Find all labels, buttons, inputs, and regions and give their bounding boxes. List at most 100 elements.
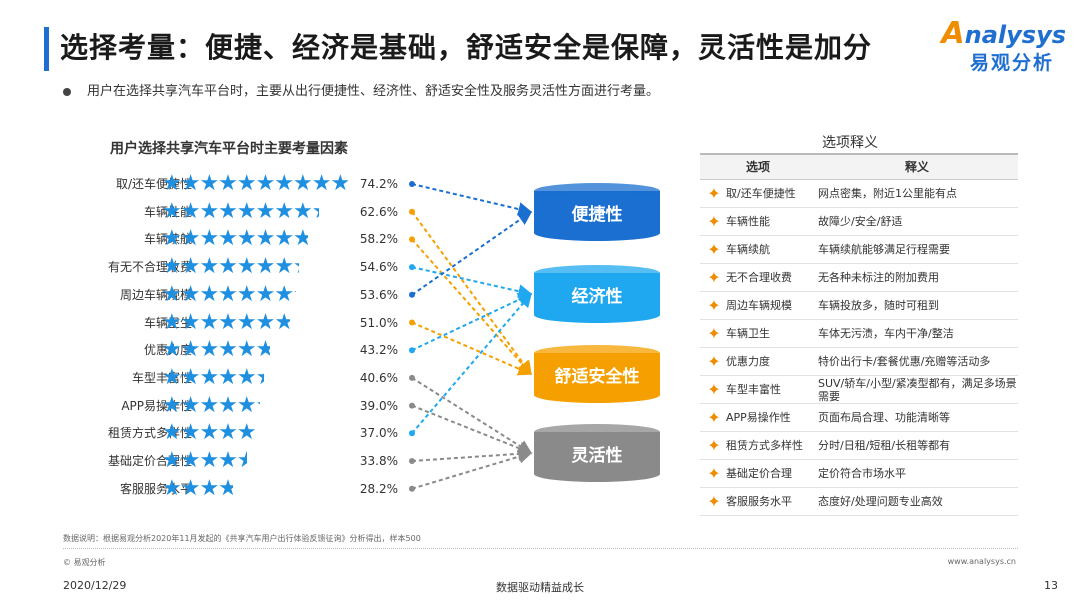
page-number: 13 [1044, 579, 1058, 592]
table-option-text: 车辆续航 [726, 243, 770, 256]
chart-value-label: 40.6% [359, 370, 398, 385]
chart-category-label: 车辆续航 [143, 232, 192, 247]
chart-row: 有无不合理收费★★★★★★★★★★★★★★ 54.6% [40, 255, 420, 279]
cylinder-shape [534, 424, 660, 482]
logo-cn-text: 易观分析 [969, 52, 1054, 74]
table-row: ✦ 周边车辆规模 车辆投放多，随时可租到 [700, 292, 1018, 320]
table-option-text: 租赁方式多样性 [726, 439, 803, 452]
table-row: ✦ 优惠力度 特价出行卡/套餐优惠/充赠等活动多 [700, 348, 1018, 376]
title-accent-bar [44, 27, 49, 71]
cylinder-shape [534, 265, 660, 323]
mapping-arrow [411, 266, 533, 299]
chart-bar: ★★★★★★★★★★★★★★ [162, 200, 319, 223]
chart-bar: ★★★★★★★★★★★★★★ [162, 311, 290, 334]
mapping-arrow [411, 321, 533, 376]
chart-row: 车辆卫生★★★★★★★★★★★★★★ 51.0% [40, 311, 420, 335]
chart-value-label: 74.2% [359, 177, 398, 191]
table-option-text: 无不合理收费 [726, 271, 792, 284]
mapping-arrow [411, 211, 532, 376]
table-desc-cell: SUV/轿车/小型/紧凑型都有，满足多场景需要 [818, 376, 1017, 403]
table-desc-cell: 特价出行卡/套餐优惠/充赠等活动多 [818, 355, 991, 368]
chart-bar: ★★★★★★★★★★★★★★ [162, 450, 247, 472]
bullet-icon [63, 87, 71, 96]
category-cylinder: 便捷性 [534, 183, 660, 241]
category-label: 灵活性 [571, 446, 623, 466]
sparkle-icon: ✦ [707, 492, 721, 511]
table-row: ✦ 租赁方式多样性 分时/日租/短租/长租等都有 [700, 432, 1018, 460]
chart-row: 客服服务水平★★★★★★★★★★★★★★ 28.2% [40, 477, 420, 501]
table-option-text: 优惠力度 [726, 355, 770, 368]
sparkle-icon: ✦ [707, 240, 721, 259]
table-row: ✦ 车辆卫生 车体无污渍，车内干净/整洁 [700, 320, 1018, 348]
chart-row: 租赁方式多样性★★★★★★★★★★★★★★ 37.0% [40, 421, 420, 445]
sparkle-icon: ✦ [707, 380, 721, 399]
report-date: 2020/12/29 [63, 579, 127, 592]
table-desc-cell: 车辆投放多，随时可租到 [818, 299, 939, 312]
chart-value-label: 51.0% [359, 315, 398, 330]
table-option-cell: ✦ 周边车辆规模 [700, 292, 816, 319]
table-option-cell: ✦ 取/还车便捷性 [700, 180, 816, 207]
sparkle-icon: ✦ [707, 408, 721, 427]
table-header-option: 选项 [745, 160, 770, 174]
cylinder-shape [534, 345, 660, 403]
sparkle-icon: ✦ [707, 324, 721, 343]
sparkle-icon: ✦ [707, 436, 721, 455]
table-desc-cell: 定价符合市场水平 [818, 467, 906, 480]
mapping-arrow [411, 404, 533, 455]
sparkle-icon: ✦ [707, 352, 721, 371]
chart-category-label: 取/还车便捷性 [115, 177, 192, 191]
chart-category-label: 优惠力度 [143, 343, 192, 358]
mapping-arrow [411, 183, 533, 216]
table-option-cell: ✦ 车辆续航 [700, 236, 816, 263]
page-subtitle: 用户在选择共享汽车平台时，主要从出行便捷性、经济性、舒适安全性及服务灵活性方面进… [63, 80, 659, 99]
category-label: 舒适安全性 [554, 367, 640, 387]
table-header-desc: 释义 [904, 160, 929, 174]
copyright: © 易观分析 [63, 558, 106, 567]
table-option-text: 客服服务水平 [726, 495, 792, 508]
table-row: ✦ APP易操作性 页面布局合理、功能清晰等 [700, 404, 1018, 432]
chart-bar: ★★★★★★★★★★★★★★ [162, 366, 264, 389]
chart-value-label: 33.8% [359, 454, 398, 468]
table-option-cell: ✦ 基础定价合理 [700, 460, 816, 487]
chart-bar: ★★★★★★★★★★★★★★ [162, 422, 255, 445]
table-title: 选项释义 [822, 135, 878, 151]
chart-category-label: 租赁方式多样性 [107, 426, 192, 441]
table-option-text: 车辆性能 [726, 215, 770, 228]
table-desc-cell: 车辆续航能够满足行程需要 [818, 243, 950, 256]
table-option-cell: ✦ 车型丰富性 [700, 376, 816, 403]
table-desc-cell: 无各种未标注的附加费用 [818, 271, 939, 284]
chart-bar: ★★★★★★★★★★★★★★ [162, 173, 348, 195]
table-desc-cell: 态度好/处理问题专业高效 [818, 495, 943, 508]
footer-divider [63, 548, 1018, 549]
chart-row: 基础定价合理性★★★★★★★★★★★★★★ 33.8% [40, 449, 420, 473]
category-label: 经济性 [571, 287, 623, 307]
chart-value-label: 39.0% [359, 398, 398, 413]
mapping-arrow [411, 449, 533, 490]
chart-value-label: 53.6% [359, 287, 398, 302]
chart-category-label: 有无不合理收费 [107, 260, 192, 275]
table-option-cell: ✦ 无不合理收费 [700, 264, 816, 291]
sparkle-icon: ✦ [707, 464, 721, 483]
chart-bar: ★★★★★★★★★★★★★★ [162, 477, 233, 500]
chart-category-label: 车辆性能 [143, 204, 192, 219]
table-row: ✦ 取/还车便捷性 网点密集，附近1公里能有点 [700, 180, 1018, 208]
mapping-arrow [411, 211, 533, 296]
analysys-logo: Analysys 易观分析 [936, 16, 1066, 76]
chart-category-label: 周边车辆规模 [119, 287, 192, 302]
chart-value-label: 58.2% [359, 232, 398, 247]
chart-value-label: 62.6% [359, 204, 398, 219]
sparkle-icon: ✦ [707, 296, 721, 315]
category-cylinder: 舒适安全性 [534, 345, 660, 403]
chart-row: 车型丰富性★★★★★★★★★★★★★★ 40.6% [40, 366, 420, 390]
cylinder-shape [534, 183, 660, 241]
chart-category-label: 车辆卫生 [143, 315, 192, 330]
sparkle-icon: ✦ [707, 184, 721, 203]
mapping-arrow [411, 446, 533, 462]
table-header: 选项 释义 [700, 155, 1018, 180]
website-link[interactable]: www.analysys.cn [947, 557, 1016, 566]
chart-row: 取/还车便捷性★★★★★★★★★★★★★★ 74.2% [40, 172, 420, 196]
table-row: ✦ 客服服务水平 态度好/处理问题专业高效 [700, 488, 1018, 516]
table-desc-cell: 故障少/安全/舒适 [818, 215, 903, 228]
chart-row: 车辆续航★★★★★★★★★★★★★★ 58.2% [40, 227, 420, 251]
chart-category-label: 客服服务水平 [119, 481, 192, 496]
